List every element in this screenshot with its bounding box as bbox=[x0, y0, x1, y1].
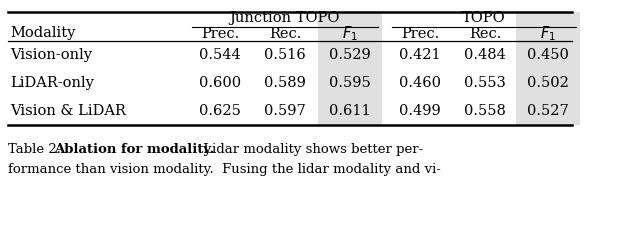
Text: Prec.: Prec. bbox=[401, 27, 439, 40]
Text: 0.527: 0.527 bbox=[527, 104, 569, 118]
Text: Modality: Modality bbox=[10, 27, 76, 40]
Bar bbox=[318, 12, 382, 125]
Text: 0.597: 0.597 bbox=[264, 104, 306, 118]
Text: formance than vision modality.  Fusing the lidar modality and vi-: formance than vision modality. Fusing th… bbox=[8, 163, 441, 176]
Text: 0.611: 0.611 bbox=[329, 104, 371, 118]
Text: LiDAR-only: LiDAR-only bbox=[10, 76, 94, 90]
Text: Vision-only: Vision-only bbox=[10, 48, 92, 62]
Text: 0.421: 0.421 bbox=[399, 48, 441, 62]
Text: 0.484: 0.484 bbox=[464, 48, 506, 62]
Text: 0.502: 0.502 bbox=[527, 76, 569, 90]
Text: 0.558: 0.558 bbox=[464, 104, 506, 118]
Text: Vision & LiDAR: Vision & LiDAR bbox=[10, 104, 126, 118]
Text: Lidar modality shows better per-: Lidar modality shows better per- bbox=[199, 143, 423, 156]
Text: TOPO: TOPO bbox=[462, 11, 506, 25]
Bar bbox=[516, 12, 580, 125]
Text: Rec.: Rec. bbox=[269, 27, 301, 40]
Text: 0.600: 0.600 bbox=[199, 76, 241, 90]
Text: Table 2.: Table 2. bbox=[8, 143, 61, 156]
Text: 0.460: 0.460 bbox=[399, 76, 441, 90]
Text: Ablation for modality.: Ablation for modality. bbox=[54, 143, 214, 156]
Text: 0.450: 0.450 bbox=[527, 48, 569, 62]
Text: $F_1$: $F_1$ bbox=[342, 24, 358, 43]
Text: $F_1$: $F_1$ bbox=[540, 24, 556, 43]
Text: 0.589: 0.589 bbox=[264, 76, 306, 90]
Text: 0.499: 0.499 bbox=[399, 104, 441, 118]
Text: 0.529: 0.529 bbox=[329, 48, 371, 62]
Text: 0.625: 0.625 bbox=[199, 104, 241, 118]
Text: Prec.: Prec. bbox=[201, 27, 239, 40]
Text: 0.595: 0.595 bbox=[329, 76, 371, 90]
Text: Junction TOPO: Junction TOPO bbox=[230, 11, 340, 25]
Text: 0.544: 0.544 bbox=[199, 48, 241, 62]
Text: Rec.: Rec. bbox=[469, 27, 501, 40]
Text: 0.516: 0.516 bbox=[264, 48, 306, 62]
Text: 0.553: 0.553 bbox=[464, 76, 506, 90]
